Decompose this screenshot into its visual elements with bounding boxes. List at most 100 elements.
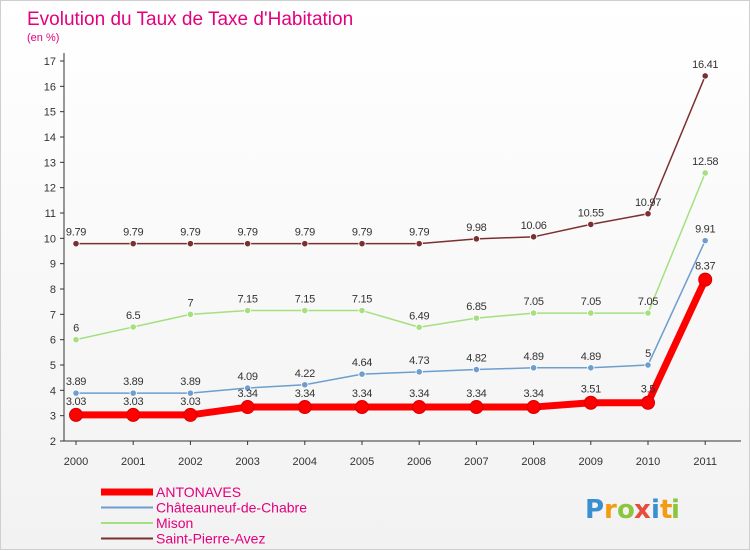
y-tick-label: 2 (50, 436, 56, 448)
data-point (587, 364, 595, 372)
y-tick-label: 11 (45, 208, 56, 220)
data-point (701, 237, 709, 245)
data-point (644, 309, 652, 317)
y-tick-label: 8 (50, 284, 56, 296)
axes: 2 3 4 5 6 7 8 9 10 11 12 13 14 15 16 17 2000 2001 2002 2003… (44, 53, 741, 468)
data-label: 7.15 (295, 294, 315, 306)
series-line-ch-teauneuf-de-chabre (75, 239, 706, 394)
data-point (701, 169, 709, 177)
y-tick-label: 10 (44, 233, 56, 245)
data-point (472, 314, 480, 322)
data-point (358, 306, 366, 315)
data-point (186, 389, 194, 397)
data-point (301, 240, 309, 248)
y-tick-label: 6 (50, 335, 56, 347)
data-point (244, 384, 252, 392)
y-tick-label: 9 (50, 259, 56, 271)
logo-letter: x (634, 495, 651, 525)
series-layer (69, 72, 713, 422)
data-label: 6 (73, 323, 79, 335)
data-point (129, 240, 137, 248)
data-label: 10.06 (521, 220, 547, 232)
logo-letter: i (651, 495, 660, 525)
data-label: 3.03 (123, 396, 143, 408)
data-label: 3.51 (581, 384, 601, 396)
data-label: 9.79 (66, 227, 86, 239)
x-tick-label: 2000 (64, 456, 88, 468)
x-tick-label: 2008 (521, 456, 545, 468)
data-point (244, 306, 252, 315)
logo-letter: o (617, 495, 635, 525)
y-tick-label: 17 (44, 56, 56, 68)
legend-label: Mison (156, 515, 193, 531)
data-label: 4.09 (237, 371, 257, 383)
data-point (412, 400, 427, 415)
x-tick-label: 2007 (464, 456, 488, 468)
data-point (415, 323, 423, 331)
data-point (583, 395, 598, 410)
data-point (644, 361, 652, 369)
y-tick-label: 13 (44, 157, 56, 169)
data-point (183, 407, 198, 422)
data-point (641, 395, 655, 410)
data-point (72, 336, 80, 344)
x-tick-label: 2004 (293, 456, 317, 468)
data-point (355, 400, 369, 415)
data-label: 7.15 (237, 294, 257, 306)
data-label: 7.05 (581, 296, 601, 308)
data-label: 3.03 (180, 396, 200, 408)
data-point (72, 389, 80, 397)
data-label: 4.64 (352, 357, 372, 369)
data-point (186, 240, 194, 248)
chart-title: Evolution du Taux de Taxe d'Habitation (27, 9, 353, 30)
x-tick-label: 2010 (636, 456, 660, 468)
y-tick-label: 4 (50, 385, 56, 397)
series-line-saint-pierre-avez (75, 75, 706, 245)
data-label: 3.34 (237, 388, 257, 400)
series-line-antonaves (72, 276, 709, 419)
data-label: 3.03 (66, 396, 86, 408)
x-tick-label: 2011 (693, 456, 717, 468)
data-point (240, 400, 255, 415)
data-point (72, 240, 80, 248)
legend: ANTONAVESChâteauneuf-de-ChabreMisonSaint… (101, 484, 307, 547)
data-label: 9.79 (352, 227, 372, 239)
data-point (301, 306, 309, 315)
data-point (358, 370, 366, 378)
data-label: 7 (187, 297, 193, 309)
data-label: 9.79 (295, 227, 315, 239)
data-point (529, 364, 538, 372)
data-point (701, 72, 709, 80)
x-tick-label: 2005 (350, 456, 374, 468)
data-label: 3.34 (295, 388, 315, 400)
data-label: 7.15 (352, 294, 372, 306)
data-label: 3.34 (409, 388, 429, 400)
data-labels: 3.03 3.03 3.033.34 3.34 3.34 3.34 3.34 3.34 3.51… (66, 59, 719, 408)
x-tick-label: 2001 (121, 456, 145, 468)
legend-label: Saint-Pierre-Avez (156, 531, 265, 547)
y-tick-label: 14 (44, 132, 56, 144)
logo-letter: r (604, 495, 617, 525)
data-point (587, 309, 595, 317)
y-tick-label: 15 (44, 107, 56, 119)
data-point (526, 400, 541, 415)
data-label: 10.55 (578, 207, 604, 219)
data-point (472, 235, 480, 243)
data-label: 3.89 (66, 376, 86, 388)
data-point (469, 400, 484, 415)
data-point (129, 323, 137, 331)
data-label: 9.79 (237, 227, 257, 239)
data-point (472, 365, 480, 374)
data-point (301, 381, 309, 389)
legend-label: Châteauneuf-de-Chabre (156, 500, 307, 516)
data-label: 16.41 (692, 59, 718, 71)
data-label: 3.89 (123, 376, 143, 388)
data-label: 3.34 (352, 388, 372, 400)
data-label: 4.89 (581, 351, 601, 363)
data-label: 7.05 (638, 296, 658, 308)
data-label: 9.79 (180, 227, 200, 239)
y-tick-label: 12 (44, 183, 56, 195)
legend-label: ANTONAVES (156, 484, 241, 500)
